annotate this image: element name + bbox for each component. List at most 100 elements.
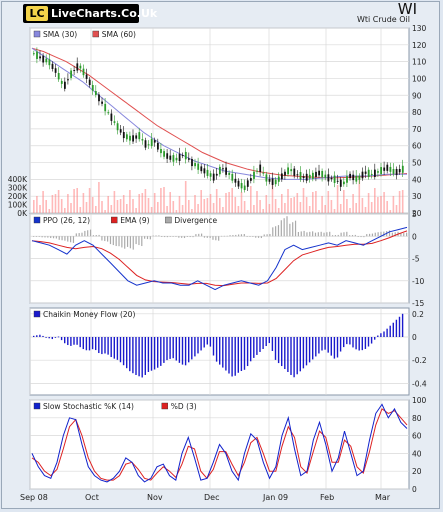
volume-bar (364, 207, 367, 213)
y-tick-label: 60 (412, 432, 422, 441)
volume-bar (358, 179, 361, 213)
divergence-bar (172, 236, 174, 237)
cmf-bar (60, 337, 63, 341)
candle-body (141, 139, 144, 141)
candle-body (203, 168, 206, 174)
volume-bar (268, 204, 271, 213)
x-tick-label: Feb (320, 493, 334, 502)
divergence-bar (240, 234, 243, 237)
cmf-bar (110, 337, 112, 358)
divergence-bar (400, 233, 402, 237)
cmf-bar (386, 328, 388, 337)
divergence-bar (380, 231, 382, 237)
volume-bar (57, 190, 60, 213)
cmf-bar (339, 337, 342, 352)
divergence-bar (152, 235, 154, 237)
candle-body (104, 103, 107, 112)
candle-body (392, 169, 395, 174)
y-tick-label: 90 (412, 91, 422, 100)
cmf-bar (333, 337, 336, 359)
volume-bar (389, 210, 392, 213)
cmf-bar (129, 337, 131, 372)
divergence-bar (161, 236, 163, 237)
volume-bar (122, 195, 125, 213)
divergence-bar (169, 236, 171, 237)
cmf-bar (104, 337, 106, 354)
volume-tick-label: 200K (8, 192, 28, 201)
candle-body (110, 113, 113, 121)
divergence-bar (337, 234, 339, 237)
divergence-bar (78, 233, 80, 237)
candle-body (116, 123, 119, 131)
candle-body (70, 70, 72, 78)
candle-body (73, 70, 76, 72)
x-tick-label: Nov (147, 493, 163, 502)
volume-bar (383, 192, 385, 213)
divergence-bar (229, 235, 231, 237)
cmf-bar (178, 337, 181, 363)
divergence-bar (243, 234, 245, 237)
volume-bar (386, 201, 388, 213)
cmf-bar (175, 337, 177, 361)
y-tick-label: 60 (412, 142, 422, 151)
cmf-bar (222, 337, 224, 368)
volume-bar (370, 202, 373, 213)
volume-bar (240, 192, 243, 213)
volume-bar (231, 188, 233, 213)
divergence-bar (200, 233, 203, 237)
divergence-bar (297, 231, 300, 237)
y-tick-label: -0.2 (412, 356, 427, 365)
divergence-bar (277, 225, 280, 237)
divergence-bar (87, 230, 89, 237)
volume-bar (70, 203, 72, 213)
divergence-bar (280, 220, 282, 237)
volume-bar (107, 196, 109, 213)
cmf-bar (39, 334, 41, 337)
volume-bar (181, 205, 184, 213)
volume-bar (395, 205, 398, 213)
cmf-bar (206, 337, 208, 345)
y-tick-label: 20 (412, 467, 422, 476)
volume-bar (225, 193, 227, 213)
volume-bar (346, 199, 348, 213)
stoch-d-line (31, 408, 408, 481)
volume-bar (42, 191, 44, 213)
divergence-bar (126, 236, 129, 247)
cmf-bar (302, 337, 305, 369)
candle-body (346, 176, 348, 183)
candle-body (398, 169, 401, 173)
cmf-bar (293, 337, 295, 378)
y-tick-label: -15 (412, 299, 424, 308)
candle-body (374, 169, 376, 178)
divergence-bar (138, 236, 140, 246)
divergence-bar (121, 236, 123, 248)
divergence-bar (238, 234, 240, 237)
volume-bar (212, 203, 215, 213)
candle-body (113, 121, 116, 123)
cmf-bar (33, 335, 35, 337)
livecharts-logo[interactable]: LC LiveCharts.Co.Uk (23, 4, 157, 23)
cmf-bar (200, 337, 202, 351)
cmf-bar (54, 337, 57, 338)
cmf-bar (42, 335, 44, 337)
divergence-bar (163, 236, 166, 238)
divergence-bar (312, 231, 314, 237)
volume-tick-label: 100K (8, 201, 28, 210)
divergence-bar (109, 236, 112, 245)
candle-body (166, 153, 169, 159)
volume-bar (253, 205, 255, 213)
volume-bar (287, 189, 289, 213)
divergence-bar (212, 236, 214, 240)
y-tick-label: -10 (412, 277, 424, 286)
cmf-bar (243, 337, 246, 370)
cmf-bar (308, 337, 311, 363)
cmf-bar (246, 337, 249, 367)
candle-body (296, 174, 299, 176)
divergence-bar (226, 235, 228, 237)
divergence-bar (118, 236, 120, 247)
cmf-bar (91, 337, 94, 350)
divergence-bar (260, 236, 262, 239)
cmf-bar (343, 337, 345, 348)
cmf-bar (126, 337, 128, 369)
volume-bar (51, 195, 54, 213)
